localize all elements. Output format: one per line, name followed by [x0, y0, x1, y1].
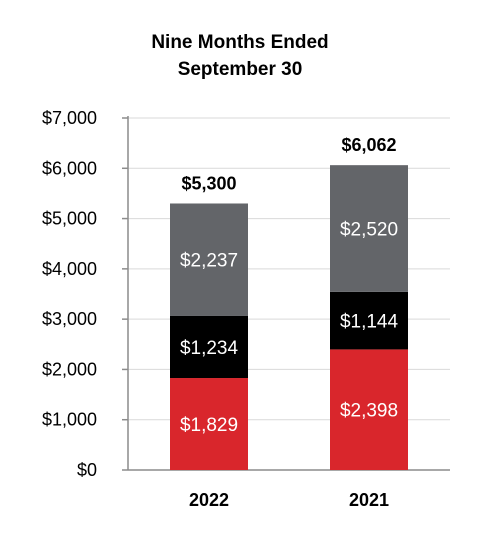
bar-segment [330, 291, 408, 350]
bar-segment [330, 165, 408, 292]
bar-total-label: $5,300 [181, 173, 236, 193]
bar-segment [330, 349, 408, 470]
bar-segment-label: $2,520 [340, 220, 398, 241]
y-tick-label: $3,000 [42, 309, 97, 329]
bar-segment [170, 315, 248, 379]
y-tick-label: $0 [77, 460, 97, 480]
bar-segment-label: $1,829 [180, 415, 238, 436]
bar-total-label: $6,062 [341, 135, 396, 155]
y-tick-label: $2,000 [42, 359, 97, 379]
x-category-label: 2022 [189, 490, 229, 510]
bar-segment [170, 203, 248, 316]
y-tick-label: $5,000 [42, 209, 97, 229]
y-tick-label: $1,000 [42, 410, 97, 430]
chart-title-line-2: September 30 [177, 59, 303, 80]
y-tick-label: $7,000 [42, 108, 97, 128]
bar-segment [170, 378, 248, 470]
bar-segment-label: $2,398 [340, 401, 398, 422]
chart-title-line-1: Nine Months Ended [151, 32, 329, 53]
bar-segment-label: $1,144 [340, 312, 399, 333]
y-tick-label: $6,000 [42, 158, 97, 178]
x-category-label: 2021 [349, 490, 389, 510]
bar-segment-label: $1,234 [180, 338, 239, 359]
y-tick-label: $4,000 [42, 259, 97, 279]
bar-segment-label: $2,237 [180, 251, 238, 272]
